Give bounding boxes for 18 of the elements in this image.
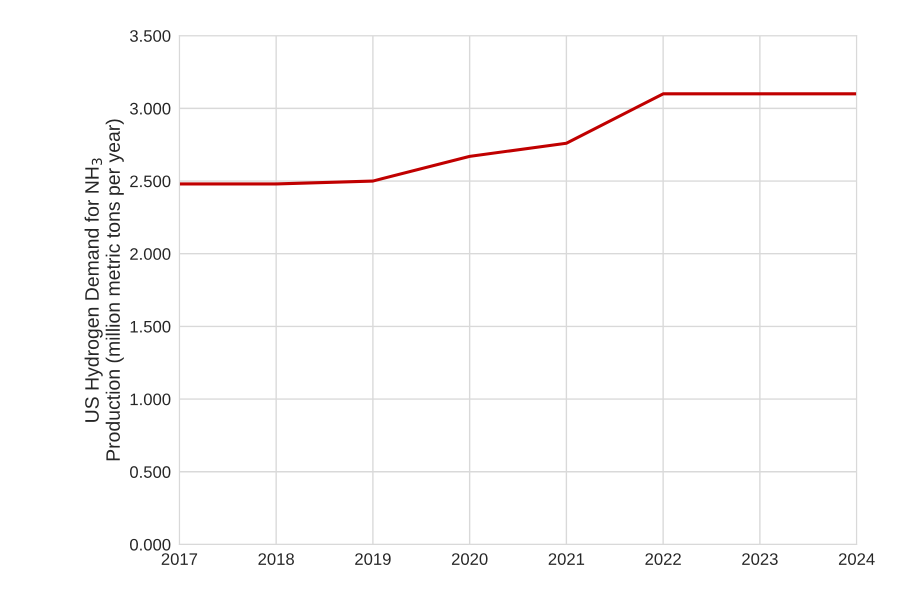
x-tick-label: 2023	[742, 553, 778, 565]
line-series	[179, 92, 857, 186]
x-tick-label: 2021	[548, 553, 584, 565]
y-tick-label: 2.000	[130, 248, 170, 260]
x-tick-label: 2018	[258, 553, 294, 565]
y-tick-label: 2.500	[130, 175, 170, 188]
y-tick-label: 3.500	[130, 30, 170, 42]
x-tick-label: 2024	[838, 553, 875, 565]
y-tick-label: 0.000	[130, 538, 170, 551]
y-axis-title: US Hydrogen Demand for NH$_{3}$ Production (million metric tons per year)	[84, 119, 124, 460]
y-tick-label: 1.000	[130, 393, 170, 406]
x-tick-label: 2017	[162, 553, 198, 565]
y-tick-label: 0.500	[130, 466, 170, 478]
x-tick-label: 2022	[645, 553, 681, 565]
x-tick-label: 2019	[355, 553, 391, 565]
y-tick-label: 3.000	[130, 102, 170, 115]
x-tick-label: 2020	[452, 553, 488, 565]
y-tick-label: 1.500	[130, 320, 170, 333]
